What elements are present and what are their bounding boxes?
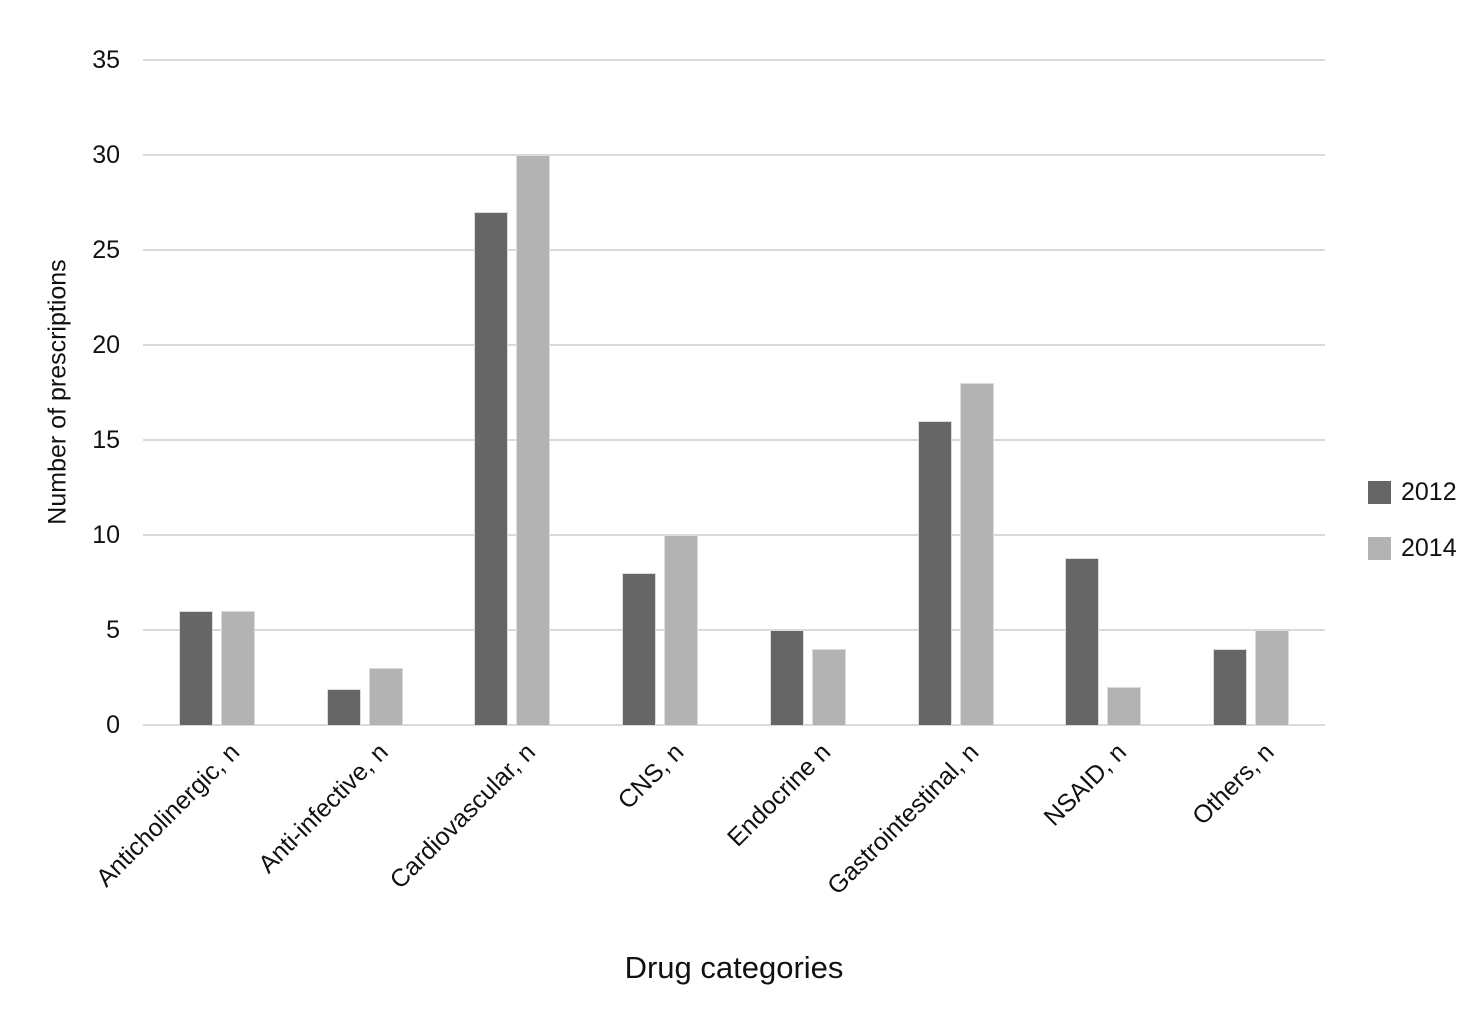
x-category-label: Cardiovascular, n [384,738,542,895]
legend: 2012 2014 [1368,478,1457,593]
x-axis-title: Drug categories [624,950,844,985]
y-tick-label-20: 20 [92,331,120,359]
y-axis-title: Number of prescriptions [43,259,72,525]
bar-2012-others-n [1213,649,1248,725]
legend-swatch-2014 [1368,537,1391,560]
bar-2012-nsaid-n [1065,557,1100,725]
y-tick-label-35: 35 [92,46,120,74]
bar-2014-anticholinergic-n [220,611,255,725]
bar-2014-anti-infective-n [368,668,403,725]
gridline-0 [143,724,1325,726]
y-tick-label-0: 0 [106,711,120,739]
bar-2014-cns-n [664,535,699,725]
x-category-label: Endocrine n [722,738,837,853]
bar-2014-cardiovascular-n [516,155,551,725]
gridline-30 [143,154,1325,156]
gridline-35 [143,59,1325,61]
y-tick-label-15: 15 [92,426,120,454]
gridline-25 [143,249,1325,251]
bar-2012-anticholinergic-n [178,611,213,725]
bar-2014-others-n [1255,630,1290,725]
bar-2012-cardiovascular-n [474,212,509,725]
legend-item-2012: 2012 [1368,478,1457,506]
y-tick-label-30: 30 [92,141,120,169]
gridline-10 [143,534,1325,536]
y-tick-label-10: 10 [92,521,120,549]
legend-label-2014: 2014 [1401,534,1457,562]
bar-2014-nsaid-n [1107,687,1142,725]
x-category-label: Anticholinergic, n [91,738,246,893]
gridline-15 [143,439,1325,441]
legend-item-2014: 2014 [1368,534,1457,562]
y-tick-label-25: 25 [92,236,120,264]
legend-label-2012: 2012 [1401,478,1457,506]
x-category-label: Anti-infective, n [252,738,394,879]
bar-2012-cns-n [622,573,657,725]
x-category-label: Others, n [1187,738,1280,831]
gridline-5 [143,629,1325,631]
x-category-label: NSAID, n [1038,738,1133,832]
y-tick-label-5: 5 [106,616,120,644]
legend-swatch-2012 [1368,481,1391,504]
bar-2012-endocrine-n [769,630,804,725]
x-category-label: Gastrointestinal, n [822,738,985,901]
x-category-label: CNS, n [612,738,689,815]
gridline-20 [143,344,1325,346]
plot-area [143,59,1325,726]
bar-2012-anti-infective-n [326,688,361,725]
bar-2014-endocrine-n [811,649,846,725]
bar-2012-gastrointestinal-n [917,421,952,725]
bar-2014-gastrointestinal-n [959,383,994,725]
